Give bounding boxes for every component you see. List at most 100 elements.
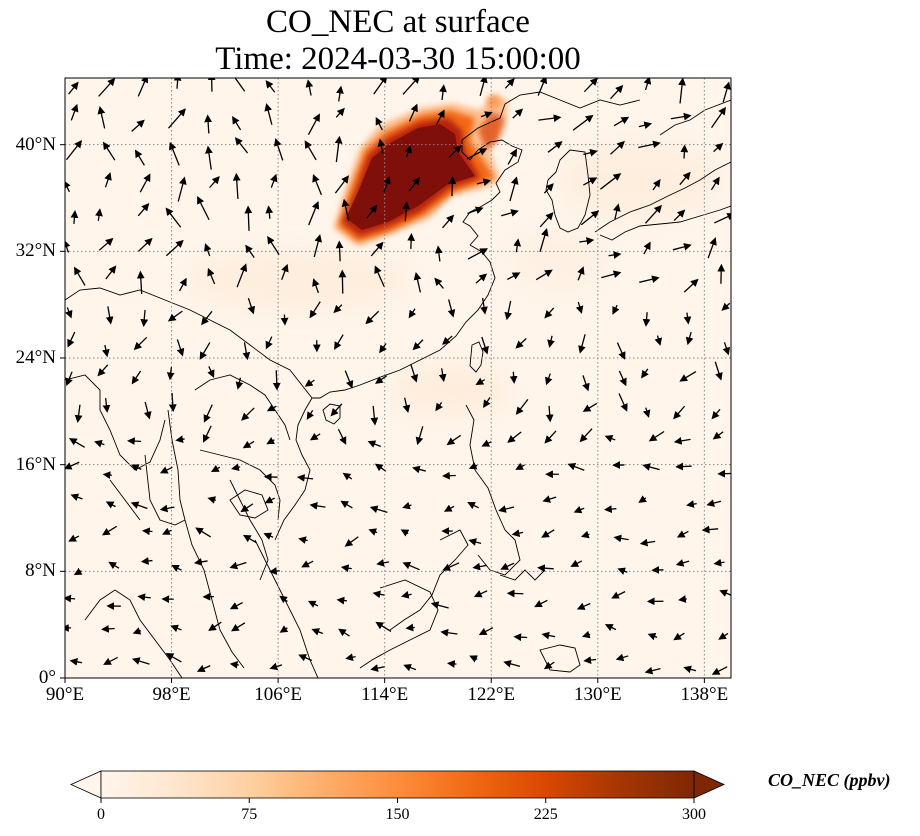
wind-arrow [308,201,320,226]
wind-arrow [678,595,687,603]
wind-arrow [140,557,153,565]
wind-arrow [504,78,515,89]
wind-arrow [97,364,109,377]
wind-arrow [567,463,585,471]
wind-arrow [127,437,142,446]
wind-arrow [298,654,313,662]
wind-arrow [544,307,555,319]
wind-arrow [434,277,444,289]
wind-arrow [537,564,554,573]
wind-arrow [615,653,629,662]
wind-arrow [678,78,686,104]
wind-arrow [175,435,185,444]
wind-arrow [476,178,492,186]
wind-arrow [98,237,114,251]
wind-arrow [298,536,308,544]
wind-arrow [407,233,416,249]
wind-arrow [136,270,145,295]
wind-arrow [500,562,515,570]
wind-arrow [617,567,628,575]
wind-arrow [713,142,724,153]
wind-arrow [242,534,257,544]
wind-arrow [137,593,151,602]
wind-arrow [402,397,411,414]
wind-arrow [377,138,386,154]
lat-tick-label: 40°N [15,133,56,155]
wind-arrow [512,108,524,119]
lon-tick-label: 98°E [152,684,191,705]
wind-arrow [402,201,411,222]
wind-arrow [408,103,418,122]
wind-arrow [583,656,597,664]
wind-arrow [334,334,344,350]
wind-arrow [721,302,731,311]
wind-arrow [469,655,478,663]
wind-arrow [616,342,626,360]
wind-arrow [240,503,254,513]
wind-arrow [543,183,554,194]
wind-arrow [338,628,350,637]
wind-arrow [513,238,522,253]
wind-arrow [108,561,120,570]
wind-arrow [473,590,488,598]
wind-arrow [686,500,697,508]
wind-arrow [509,371,518,384]
wind-arrow [675,559,690,567]
wind-arrow [375,621,392,632]
wind-arrow [229,78,246,92]
wind-arrow [604,624,617,632]
wind-arrow [375,375,387,384]
wind-arrow [511,529,524,537]
wind-arrow [65,139,83,161]
wind-arrow [137,203,150,217]
wind-vectors [65,78,731,675]
colorbar-tick-label: 150 [385,806,410,823]
wind-arrow [102,344,110,358]
wind-arrow [410,363,419,383]
wind-arrow [439,84,447,101]
wind-arrow [134,149,145,166]
wind-arrow [683,278,699,293]
wind-arrow [370,664,385,672]
wind-arrow [543,661,555,670]
wind-arrow [515,462,525,470]
wind-arrow [570,559,583,567]
wind-arrow [241,407,255,421]
wind-arrow [415,426,424,446]
colorbar-tick-label: 225 [533,806,558,823]
wind-arrow [654,335,663,346]
wind-arrow [541,631,556,640]
wind-arrow [537,78,548,96]
wind-arrow [639,538,656,547]
wind-arrow [65,371,73,387]
wind-arrow [547,335,555,348]
lon-tick-label: 114°E [361,684,409,705]
wind-arrow [242,342,251,361]
wind-arrow [644,666,661,675]
wind-arrow [229,601,243,610]
wind-arrow [582,402,598,412]
wind-arrow [335,240,344,262]
wind-arrow [65,461,80,470]
wind-arrow [534,599,548,608]
wind-arrow [159,466,173,474]
wind-arrow [197,196,210,221]
wind-arrow [575,301,584,314]
wind-arrow [234,137,249,154]
wind-arrow [264,496,275,504]
wind-arrow [266,404,277,412]
wind-arrow [638,495,647,503]
wind-arrow [65,594,76,603]
wind-arrow [472,562,487,571]
wind-arrow [507,148,517,165]
colorbar-gradient [100,770,695,799]
wind-arrow [613,534,629,543]
wind-arrow [408,308,417,319]
wind-arrow [103,656,118,665]
wind-arrow [400,591,412,599]
wind-arrow [369,505,388,514]
axis-tick-marks [60,144,705,683]
wind-arrow [480,111,493,119]
